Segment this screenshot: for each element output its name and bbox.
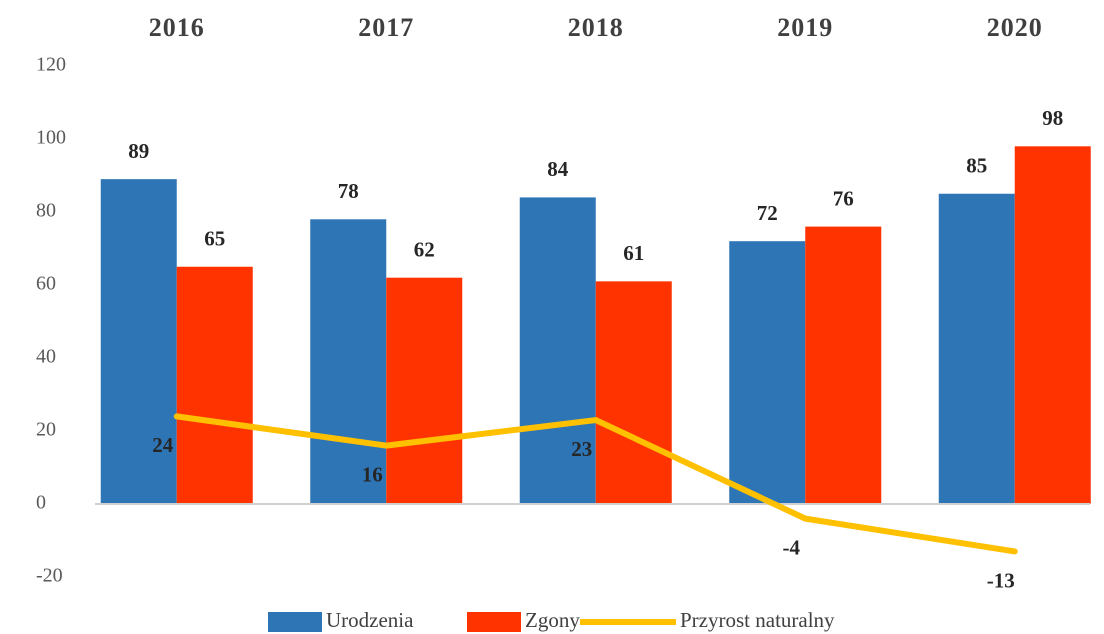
bar — [805, 226, 882, 504]
bar — [595, 281, 672, 504]
data-label: -13 — [987, 568, 1015, 592]
bar — [386, 277, 463, 504]
data-label: 76 — [833, 186, 854, 210]
y-tick-label: 80 — [36, 200, 56, 222]
legend-swatch — [268, 612, 322, 632]
x-tick-label: 2016 — [149, 13, 205, 42]
data-label: 78 — [338, 179, 359, 203]
data-label: 16 — [362, 462, 383, 486]
line-series — [173, 413, 1018, 555]
data-label: -4 — [783, 535, 801, 559]
y-tick-label: 0 — [36, 492, 46, 514]
data-label: 24 — [152, 433, 174, 457]
y-tick-label: -20 — [36, 565, 63, 587]
data-label: 61 — [623, 241, 644, 265]
x-tick-label: 2018 — [568, 13, 624, 42]
data-label: 62 — [414, 238, 435, 262]
bar — [310, 219, 387, 505]
bar — [100, 179, 177, 504]
data-label: 84 — [547, 157, 569, 181]
x-tick-label: 2020 — [987, 13, 1043, 42]
legend-swatch — [467, 612, 521, 632]
bar — [519, 197, 596, 504]
data-label: 72 — [757, 201, 778, 225]
data-label: 89 — [128, 139, 149, 163]
y-tick-label: 20 — [36, 419, 56, 441]
legend-label: Urodzenia — [326, 608, 414, 632]
bar — [729, 241, 806, 504]
data-label: 65 — [204, 227, 225, 251]
bar — [176, 266, 253, 504]
y-tick-label: 120 — [36, 54, 66, 76]
y-tick-label: 60 — [36, 273, 56, 295]
y-tick-label: 100 — [36, 127, 66, 149]
legend-label: Zgony — [525, 608, 580, 632]
x-tick-label: 2019 — [777, 13, 833, 42]
data-label: 98 — [1042, 106, 1063, 130]
y-tick-label: 40 — [36, 346, 56, 368]
data-label: 23 — [571, 437, 592, 461]
bar — [1014, 146, 1091, 505]
legend-label: Przyrost naturalny — [680, 608, 835, 632]
bar — [938, 193, 1015, 504]
data-label: 85 — [966, 154, 987, 178]
x-tick-label: 2017 — [358, 13, 414, 42]
